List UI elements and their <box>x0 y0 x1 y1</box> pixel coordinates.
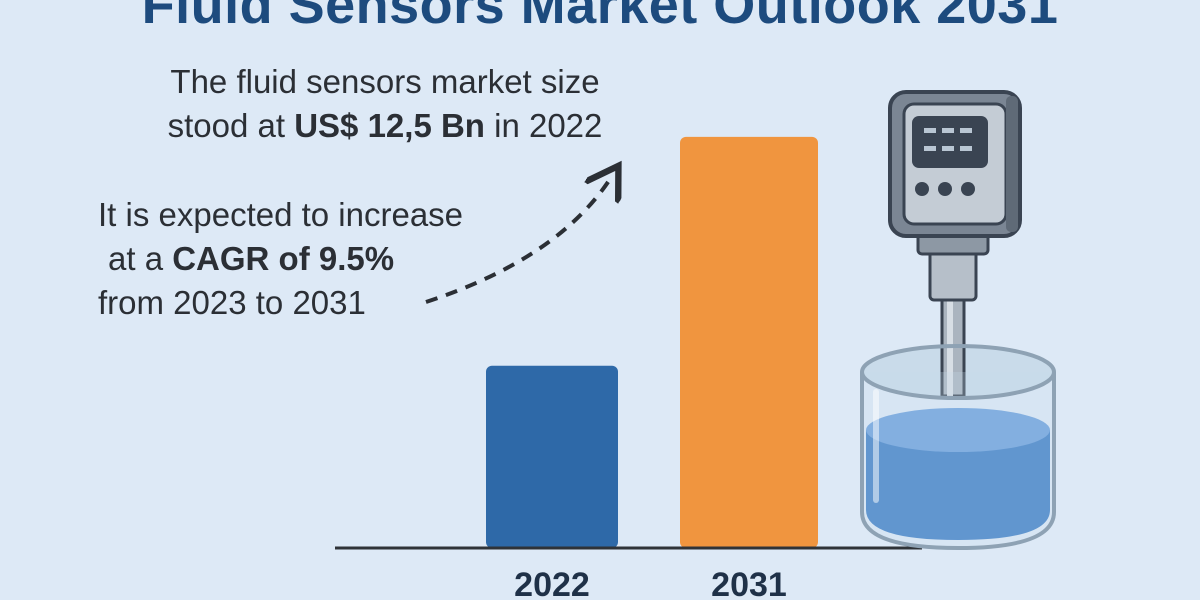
market-size-callout: The fluid sensors market size stood at U… <box>120 60 650 148</box>
market-size-line-2: stood at US$ 12,5 Bn in 2022 <box>120 104 650 148</box>
x-tick-label-2022: 2022 <box>514 566 590 600</box>
bar-2022 <box>486 365 618 548</box>
growth-callout: It is expected to increase at a CAGR of … <box>98 193 518 325</box>
bar-2031 <box>680 136 818 548</box>
growth-line-2: at a CAGR of 9.5% <box>98 237 518 281</box>
growth-line-1: It is expected to increase <box>98 196 464 233</box>
market-size-prefix: stood at <box>167 107 295 144</box>
x-tick-label-2031: 2031 <box>711 566 787 600</box>
market-size-line-1: The fluid sensors market size <box>170 63 600 100</box>
cagr-value: CAGR of 9.5% <box>172 240 395 277</box>
market-size-suffix: in 2022 <box>484 107 603 144</box>
page-title: Fluid Sensors Market Outlook 2031 <box>141 0 1059 35</box>
growth-arrow <box>425 176 612 304</box>
bar-series <box>486 136 818 548</box>
x-axis-ticks: 2022 2031 <box>514 566 787 600</box>
growth-line-3: from 2023 to 2031 <box>98 284 366 321</box>
fluid-sensor-in-beaker-icon <box>860 90 1056 551</box>
market-size-value: US$ 12,5 Bn <box>294 107 485 144</box>
growth-prefix: at a <box>108 240 173 277</box>
